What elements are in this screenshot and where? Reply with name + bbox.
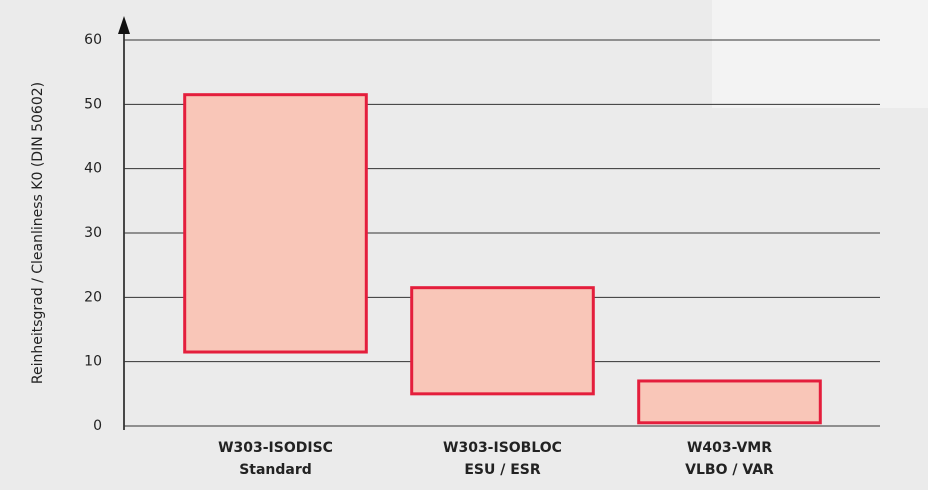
y-axis-label: Reinheitsgrad / Cleanliness K0 (DIN 5060… xyxy=(30,82,46,384)
bar xyxy=(410,286,595,396)
x-tick-label: VLBO / VAR xyxy=(685,462,774,478)
x-tick-label: ESU / ESR xyxy=(464,462,541,478)
x-tick-label: W303-ISOBLOC xyxy=(443,440,562,456)
bar xyxy=(637,379,822,425)
y-tick-label: 20 xyxy=(84,289,102,305)
y-tick-label: 30 xyxy=(84,225,102,241)
x-tick-label: W403-VMR xyxy=(687,440,772,456)
y-axis-arrow xyxy=(118,16,130,34)
y-tick-label: 0 xyxy=(93,418,102,434)
y-tick-label: 60 xyxy=(84,32,102,48)
y-tick-label: 50 xyxy=(84,96,102,112)
bar xyxy=(183,93,368,354)
y-tick-label: 40 xyxy=(84,161,102,177)
y-tick-label: 10 xyxy=(84,354,102,370)
x-tick-label: Standard xyxy=(239,462,312,478)
x-tick-label: W303-ISODISC xyxy=(218,440,333,456)
watermark-box xyxy=(712,0,928,108)
